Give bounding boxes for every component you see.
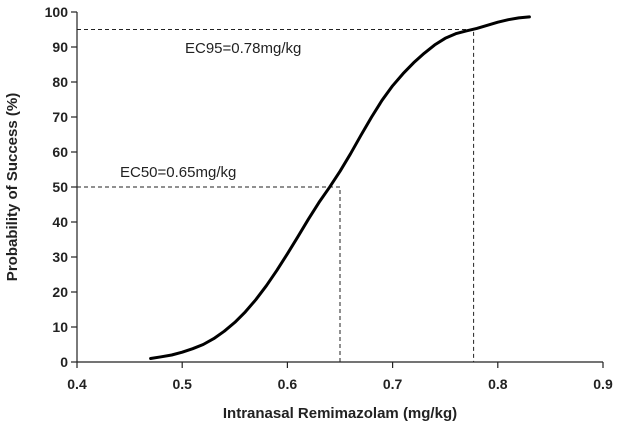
x-tick-label: 0.9: [593, 376, 613, 392]
y-tick-label: 80: [52, 74, 68, 90]
x-ticks: 0.4 0.5 0.6 0.7 0.8 0.9: [67, 362, 613, 392]
y-tick-label: 10: [52, 319, 68, 335]
y-axis-title: Probability of Success (%): [4, 93, 21, 281]
ec95-reference-line: [77, 29, 475, 362]
x-axis-title: Intranasal Remimazolam (mg/kg): [223, 405, 457, 422]
y-tick-label: 30: [52, 249, 68, 265]
y-tick-label: 0: [60, 354, 68, 370]
y-tick-label: 100: [45, 4, 69, 20]
y-tick-label: 90: [52, 39, 68, 55]
y-tick-label: 40: [52, 214, 68, 230]
ec50-annotation: EC50=0.65mg/kg: [120, 164, 236, 181]
y-tick-label: 60: [52, 144, 68, 160]
x-tick-label: 0.4: [67, 376, 87, 392]
reference-lines: [77, 29, 475, 362]
ec95-annotation: EC95=0.78mg/kg: [185, 40, 301, 57]
y-tick-label: 20: [52, 284, 68, 300]
dose-response-curve: [149, 15, 531, 360]
x-tick-label: 0.6: [278, 376, 298, 392]
y-tick-label: 70: [52, 109, 68, 125]
y-ticks: 0 10 20 30 40 50 60 70 80 90 100: [45, 4, 77, 370]
y-tick-label: 50: [52, 179, 68, 195]
x-tick-label: 0.8: [488, 376, 508, 392]
ec50-reference-line: [77, 186, 341, 362]
x-tick-label: 0.7: [383, 376, 403, 392]
x-tick-label: 0.5: [172, 376, 192, 392]
